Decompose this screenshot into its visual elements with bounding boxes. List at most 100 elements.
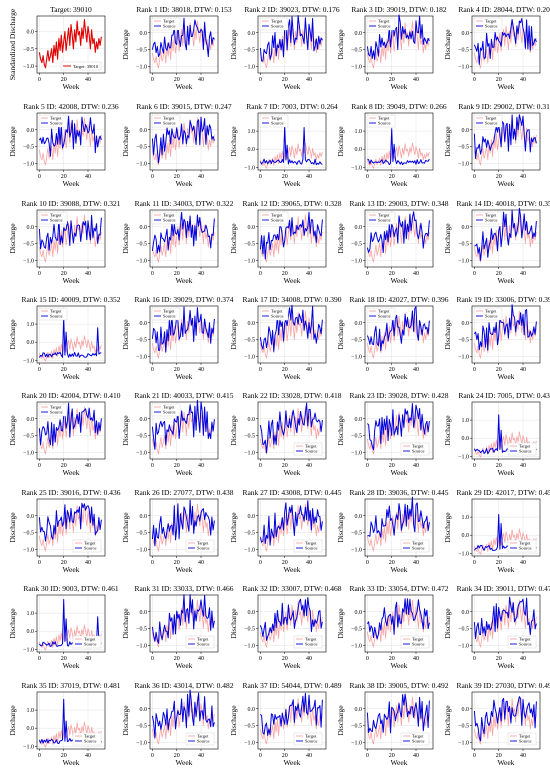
x-tick-label: 40 xyxy=(85,560,91,566)
plot-frame xyxy=(36,401,106,460)
rank-panel-2: 0 20 40 −1.0 −0.5 0.0 Rank 2 ID: 39023, DTW: 0… xyxy=(229,5,340,91)
y-tick-label: −0.5 xyxy=(244,627,255,633)
legend-label-target: Target xyxy=(485,213,497,218)
y-tick-label: −1.0 xyxy=(136,450,147,456)
x-tick-label: 0 xyxy=(473,560,476,566)
panel-title: Rank 24 ID: 7005, DTW: 0.434 xyxy=(458,391,550,400)
y-tick-label: 1.0 xyxy=(27,708,35,714)
rank-panel-20: 0 20 40 −1.0 −0.5 0.0 Rank 20 ID: 42004, DTW: … xyxy=(8,391,121,477)
x-tick-label: 40 xyxy=(306,753,312,759)
legend-label-source: Source xyxy=(163,24,176,29)
x-tick-label: 0 xyxy=(366,753,369,759)
legend-label-target: Target xyxy=(485,309,497,314)
x-axis-label: Week xyxy=(176,179,193,188)
legend-label-target: Target xyxy=(163,213,175,218)
source-series-line xyxy=(151,499,215,547)
x-tick-label: 20 xyxy=(174,463,180,469)
panel-title: Rank 4 ID: 28044, DTW: 0.202 xyxy=(458,5,550,14)
legend-label-target: Target xyxy=(50,116,62,121)
x-tick-label: 40 xyxy=(413,560,419,566)
panel-title: Rank 33 ID: 33054, DTW: 0.472 xyxy=(349,584,448,593)
x-tick-label: 40 xyxy=(306,367,312,373)
y-tick-label: −1.0 xyxy=(136,161,147,167)
y-axis-label: Discharge xyxy=(8,512,17,543)
plot-frame xyxy=(36,112,106,171)
y-axis-label: Discharge xyxy=(443,319,452,350)
x-tick-label: 40 xyxy=(85,753,91,759)
y-tick-label: 1.0 xyxy=(462,418,470,424)
plot-frame xyxy=(364,209,434,268)
plot-frame xyxy=(149,498,219,557)
x-tick-label: 20 xyxy=(389,271,395,277)
x-tick-label: 0 xyxy=(366,656,369,662)
x-tick-label: 40 xyxy=(85,367,91,373)
y-axis-label: Discharge xyxy=(443,512,452,543)
panel-title: Rank 38 ID: 39005, DTW: 0.492 xyxy=(349,681,448,690)
x-tick-label: 0 xyxy=(38,174,41,180)
legend-label-source: Source xyxy=(163,410,176,415)
x-tick-label: 20 xyxy=(282,174,288,180)
source-series-line xyxy=(38,115,102,157)
x-axis-label: Week xyxy=(63,179,80,188)
plot-frame xyxy=(471,498,541,557)
y-tick-label: −0.5 xyxy=(351,338,362,344)
panel-title: Rank 21 ID: 40033, DTW: 0.415 xyxy=(134,391,233,400)
x-tick-label: 20 xyxy=(61,463,67,469)
y-axis-label: Discharge xyxy=(121,126,130,157)
y-tick-label: −1.0 xyxy=(244,165,255,171)
x-tick-label: 40 xyxy=(520,656,526,662)
legend-label-source: Source xyxy=(485,314,498,319)
x-tick-label: 20 xyxy=(61,271,67,277)
legend-label-source: Source xyxy=(519,739,532,744)
y-tick-label: 0.0 xyxy=(27,629,35,635)
y-tick-label: −1.0 xyxy=(136,354,147,360)
panel-title: Rank 3 ID: 39019, DTW: 0.182 xyxy=(351,5,447,14)
y-axis-label: Discharge xyxy=(336,512,345,543)
source-series-line xyxy=(38,402,102,446)
y-tick-label: −1.0 xyxy=(23,358,34,364)
y-axis-label: Discharge xyxy=(229,512,238,543)
x-tick-label: 20 xyxy=(389,560,395,566)
source-series-line xyxy=(38,316,102,358)
y-tick-label: 0.0 xyxy=(248,417,256,423)
y-tick-label: −1.0 xyxy=(458,64,469,70)
panel-title: Rank 20 ID: 42004, DTW: 0.410 xyxy=(21,391,120,400)
source-series-line xyxy=(38,214,102,251)
y-tick-label: −1.0 xyxy=(351,450,362,456)
y-tick-label: 0.0 xyxy=(27,128,35,134)
y-tick-label: −0.5 xyxy=(23,531,34,537)
x-tick-label: 40 xyxy=(306,271,312,277)
panel-title: Rank 34 ID: 39011, DTW: 0.479 xyxy=(457,584,550,593)
x-axis-label: Week xyxy=(284,372,301,381)
legend-label-target: Target xyxy=(271,116,283,121)
legend-label-source: Source xyxy=(519,449,532,454)
y-tick-label: −0.5 xyxy=(351,48,362,54)
y-tick-label: −1.0 xyxy=(458,454,469,460)
x-tick-label: 0 xyxy=(366,560,369,566)
y-tick-label: 1.0 xyxy=(355,129,363,135)
legend-label-source: Source xyxy=(271,218,284,223)
rank-panel-38: 0 20 40 −1.0 −0.5 0.0 Rank 38 ID: 39005, DTW: … xyxy=(336,681,449,767)
x-tick-label: 0 xyxy=(366,174,369,180)
plot-frame xyxy=(257,209,327,268)
y-tick-label: −0.5 xyxy=(136,242,147,248)
x-axis-label: Week xyxy=(176,565,193,574)
source-series-line xyxy=(151,594,215,644)
rank-panel-35: 0 20 40 −1.0 0.0 1.0 Rank 35 ID: 37019, DTW: 0… xyxy=(8,681,121,767)
y-tick-label: 0.0 xyxy=(355,610,363,616)
x-tick-label: 20 xyxy=(174,174,180,180)
y-tick-label: −1.0 xyxy=(23,161,34,167)
y-tick-label: 0.0 xyxy=(248,610,256,616)
y-tick-label: 0.0 xyxy=(355,225,363,231)
x-tick-label: 40 xyxy=(520,753,526,759)
y-tick-label: 0.0 xyxy=(140,514,148,520)
panel-title: Rank 26 ID: 27077, DTW: 0.438 xyxy=(134,488,233,497)
y-axis-label: Discharge xyxy=(336,705,345,736)
y-axis-label: Discharge xyxy=(336,126,345,157)
x-tick-label: 20 xyxy=(389,463,395,469)
plot-frame xyxy=(149,691,219,750)
plot-frame xyxy=(36,15,106,74)
y-axis-label: Discharge xyxy=(336,608,345,639)
y-tick-label: −0.5 xyxy=(458,145,469,151)
y-tick-label: 0.0 xyxy=(27,514,35,520)
